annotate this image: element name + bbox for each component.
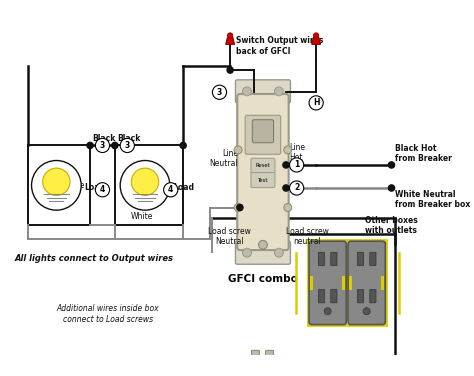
Text: Load screw
Neutral: Load screw Neutral — [208, 227, 251, 246]
Bar — [349, 276, 353, 290]
Circle shape — [228, 33, 233, 38]
Circle shape — [164, 183, 178, 197]
FancyBboxPatch shape — [331, 290, 337, 303]
Text: H: H — [313, 99, 319, 108]
FancyBboxPatch shape — [319, 290, 325, 303]
FancyBboxPatch shape — [357, 290, 364, 303]
Bar — [308, 240, 386, 325]
Text: Switch Output wires
back of GFCI: Switch Output wires back of GFCI — [237, 36, 324, 56]
Bar — [344, 244, 351, 322]
FancyBboxPatch shape — [245, 115, 281, 154]
FancyBboxPatch shape — [251, 368, 259, 376]
FancyBboxPatch shape — [370, 252, 376, 265]
FancyBboxPatch shape — [237, 94, 289, 250]
Text: White: White — [130, 212, 153, 221]
Circle shape — [234, 146, 242, 154]
Text: 3: 3 — [217, 88, 222, 97]
Text: Test: Test — [258, 177, 268, 182]
FancyBboxPatch shape — [265, 368, 273, 376]
Text: Line
Neutral: Line Neutral — [210, 149, 238, 168]
FancyBboxPatch shape — [236, 241, 291, 264]
Circle shape — [283, 162, 289, 168]
Text: Black: Black — [93, 134, 116, 143]
Text: Reset: Reset — [255, 163, 270, 168]
FancyBboxPatch shape — [265, 350, 273, 364]
Circle shape — [95, 138, 109, 153]
Circle shape — [388, 185, 394, 191]
Circle shape — [290, 158, 304, 172]
FancyBboxPatch shape — [251, 158, 275, 173]
FancyBboxPatch shape — [309, 241, 346, 324]
Circle shape — [258, 240, 267, 249]
Circle shape — [313, 33, 319, 38]
Circle shape — [290, 181, 304, 195]
FancyBboxPatch shape — [370, 290, 376, 303]
Circle shape — [309, 96, 323, 110]
FancyBboxPatch shape — [252, 120, 273, 143]
Text: Black Hot
from Breaker: Black Hot from Breaker — [395, 144, 452, 163]
Circle shape — [237, 205, 243, 211]
Text: 3: 3 — [100, 141, 105, 150]
Circle shape — [180, 143, 186, 149]
FancyBboxPatch shape — [357, 252, 364, 265]
Circle shape — [363, 308, 370, 315]
Circle shape — [87, 143, 93, 149]
Circle shape — [274, 87, 283, 96]
Text: Load screw
neutral: Load screw neutral — [286, 227, 328, 246]
Text: White: White — [63, 181, 85, 190]
FancyBboxPatch shape — [319, 252, 325, 265]
FancyBboxPatch shape — [236, 80, 291, 103]
Bar — [381, 276, 384, 290]
FancyBboxPatch shape — [251, 173, 275, 188]
FancyBboxPatch shape — [348, 241, 385, 324]
Text: Other boxes
with outlets: Other boxes with outlets — [365, 215, 418, 235]
Circle shape — [131, 168, 159, 196]
Text: GFCI combo: GFCI combo — [228, 274, 298, 284]
Polygon shape — [226, 37, 235, 44]
Text: 4: 4 — [168, 185, 173, 194]
Text: Load: Load — [173, 183, 194, 193]
Text: White Neutral
from Breaker box: White Neutral from Breaker box — [395, 190, 470, 209]
Circle shape — [284, 203, 292, 211]
Circle shape — [388, 162, 394, 168]
Circle shape — [324, 308, 331, 315]
Circle shape — [95, 183, 109, 197]
Text: Black: Black — [118, 134, 141, 143]
Circle shape — [112, 143, 118, 149]
Polygon shape — [312, 37, 320, 44]
Circle shape — [243, 248, 251, 257]
Bar — [342, 276, 346, 290]
Circle shape — [120, 161, 170, 210]
Text: Additional wires inside box
connect to Load screws: Additional wires inside box connect to L… — [56, 304, 159, 324]
Text: All lights connect to Output wires: All lights connect to Output wires — [15, 255, 173, 264]
Text: 4: 4 — [100, 185, 105, 194]
Text: Line
Hot: Line Hot — [290, 143, 306, 162]
Circle shape — [284, 146, 292, 154]
Circle shape — [120, 138, 135, 153]
Circle shape — [243, 87, 251, 96]
Circle shape — [234, 203, 242, 211]
Text: Load: Load — [85, 183, 106, 193]
Circle shape — [212, 85, 227, 99]
Circle shape — [32, 161, 81, 210]
Text: 3: 3 — [125, 141, 130, 150]
FancyBboxPatch shape — [251, 350, 259, 364]
FancyBboxPatch shape — [331, 252, 337, 265]
Text: 2: 2 — [294, 183, 299, 193]
Circle shape — [227, 67, 233, 73]
Bar — [310, 276, 313, 290]
Circle shape — [283, 185, 289, 191]
Text: 1: 1 — [294, 161, 299, 170]
Circle shape — [274, 248, 283, 257]
Circle shape — [43, 168, 70, 196]
